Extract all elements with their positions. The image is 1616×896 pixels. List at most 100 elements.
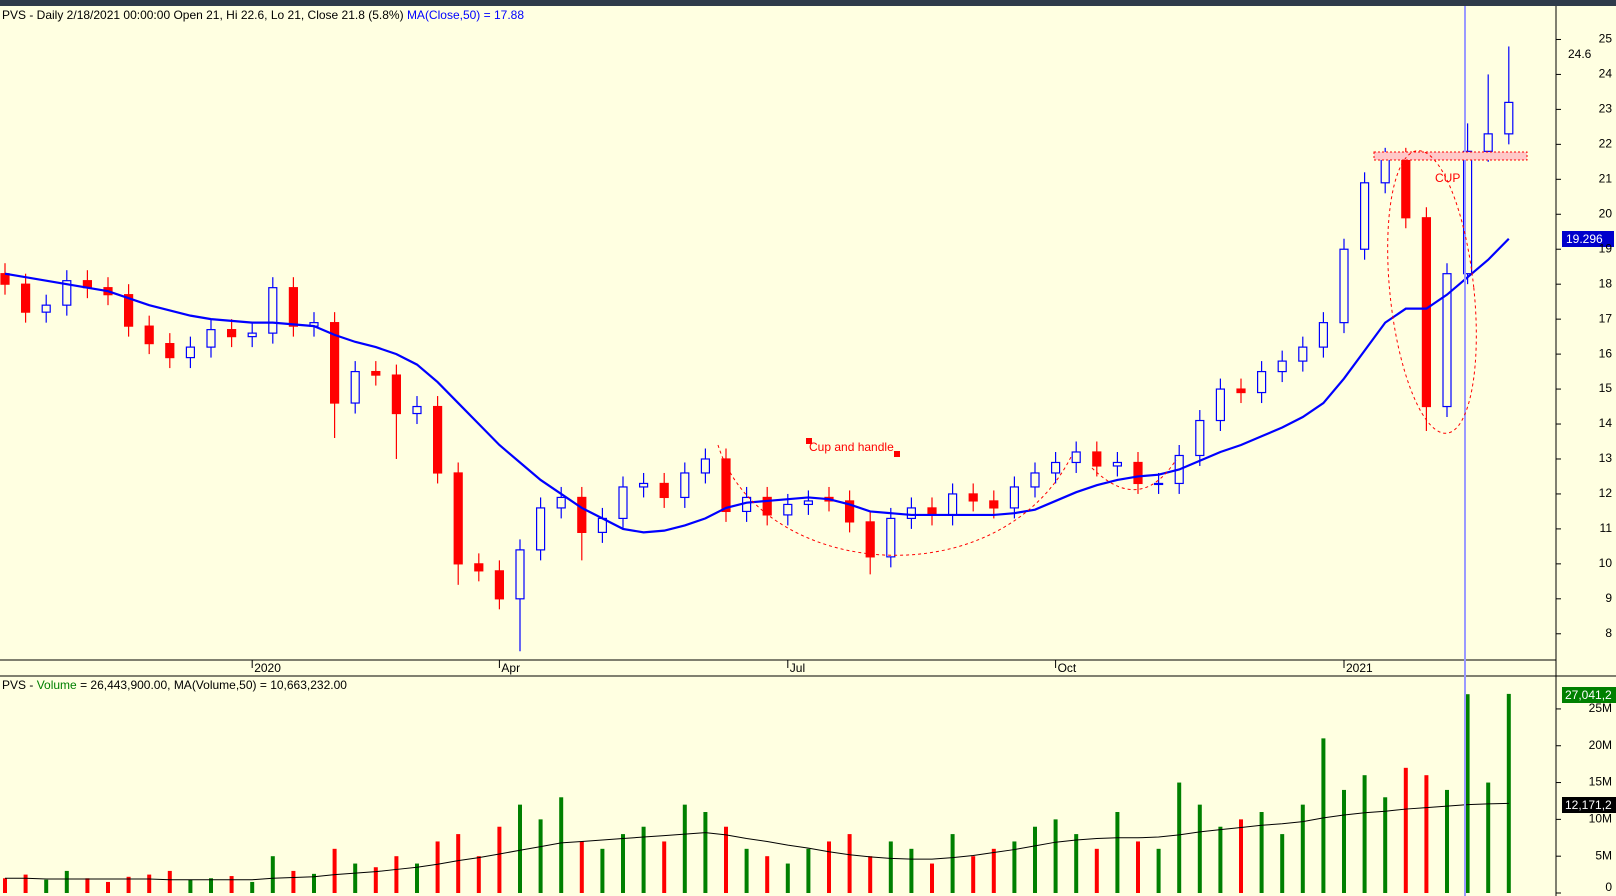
candle-body bbox=[618, 486, 628, 520]
volume-bar bbox=[167, 870, 172, 893]
volume-bar bbox=[1486, 782, 1491, 893]
candle-body bbox=[1359, 182, 1370, 250]
volume-bar bbox=[64, 870, 69, 893]
volume-bar bbox=[373, 867, 378, 893]
annotation: Cup and handle bbox=[809, 440, 894, 454]
volume-bar bbox=[44, 879, 49, 893]
candle-body bbox=[185, 346, 195, 359]
volume-bar bbox=[765, 856, 770, 893]
y-tick-label: 19 bbox=[1599, 241, 1613, 255]
y-tick-label: 15 bbox=[1599, 381, 1613, 395]
header-text: = 26,443,900.00, MA(Volume,50) = 10,663,… bbox=[80, 678, 347, 692]
y-tick-label: 23 bbox=[1599, 102, 1613, 116]
candle-body bbox=[165, 343, 175, 359]
candle-body bbox=[947, 493, 958, 516]
volume-bar bbox=[888, 841, 893, 893]
y-tick-label: 9 bbox=[1605, 591, 1612, 605]
x-tick-label: Oct bbox=[1058, 661, 1077, 675]
volume-bar bbox=[394, 856, 399, 893]
volume-bar bbox=[1012, 841, 1017, 893]
tab-bar[interactable] bbox=[0, 0, 1616, 6]
candle-body bbox=[494, 570, 504, 600]
volume-bar bbox=[1074, 834, 1079, 893]
volume-bar bbox=[147, 874, 152, 893]
volume-bar bbox=[1156, 848, 1161, 893]
candle-body bbox=[433, 405, 443, 474]
y-tick-label: 25 bbox=[1599, 32, 1613, 46]
candle-body bbox=[350, 370, 360, 404]
volume-bar bbox=[806, 848, 811, 893]
volume-bar bbox=[1321, 738, 1326, 893]
cup-curve bbox=[717, 444, 1073, 556]
volume-bar bbox=[1218, 826, 1223, 893]
volume-bar bbox=[868, 856, 873, 893]
volume-bar bbox=[270, 856, 275, 893]
last-price-label: 24.6 bbox=[1568, 47, 1592, 61]
volume-bar bbox=[682, 804, 687, 893]
volume-label-box bbox=[1562, 687, 1616, 703]
volume-bar bbox=[1280, 834, 1285, 893]
volume-bar bbox=[332, 848, 337, 893]
x-tick-label: 2021 bbox=[1346, 661, 1373, 675]
cup-ellipse bbox=[1387, 150, 1477, 434]
candle-body bbox=[1380, 157, 1390, 184]
volume-bar bbox=[209, 878, 213, 893]
y-tick-label: 17 bbox=[1599, 311, 1613, 325]
header-measure: Volume bbox=[37, 678, 77, 692]
volume-ma-label-box bbox=[1562, 797, 1616, 813]
candle-body bbox=[1009, 486, 1020, 509]
candle-body bbox=[474, 563, 484, 572]
price-header: PVS - Daily 2/18/2021 00:00:00 Open 21, … bbox=[2, 8, 524, 22]
y-tick-label: 24 bbox=[1599, 67, 1613, 81]
volume-bar bbox=[744, 848, 749, 893]
handle-curve bbox=[1091, 459, 1177, 491]
volume-bar bbox=[930, 863, 934, 893]
volume-bar bbox=[1424, 775, 1429, 893]
candle-body bbox=[1277, 360, 1287, 373]
volume-bar bbox=[538, 819, 543, 893]
candle-body bbox=[1092, 451, 1102, 467]
y-tick-label: 8 bbox=[1605, 626, 1612, 640]
y-tick-label: 22 bbox=[1599, 137, 1613, 151]
candle-body bbox=[556, 496, 566, 509]
candle-body bbox=[680, 472, 690, 499]
volume-bar bbox=[229, 876, 234, 893]
volume-bar bbox=[456, 834, 461, 893]
volume-bar bbox=[188, 879, 193, 893]
volume-bar bbox=[600, 848, 605, 893]
candle-body bbox=[268, 287, 278, 334]
candle-body bbox=[906, 507, 917, 520]
header-text: PVS - Daily 2/18/2021 00:00:00 Open 21, … bbox=[2, 8, 404, 22]
y-tick-label: 20M bbox=[1589, 738, 1612, 752]
volume-bar bbox=[291, 870, 296, 893]
y-tick-label: 20 bbox=[1599, 206, 1613, 220]
y-tick-label: 11 bbox=[1600, 521, 1613, 535]
candle-body bbox=[1236, 388, 1246, 394]
candle-body bbox=[700, 458, 711, 474]
volume-bar bbox=[1403, 767, 1408, 893]
volume-bar bbox=[415, 863, 419, 893]
candle-body bbox=[1318, 322, 1329, 348]
candle-body bbox=[1215, 388, 1226, 422]
volume-bar bbox=[662, 841, 667, 893]
candle-body bbox=[844, 500, 855, 523]
y-tick-label: 0 bbox=[1605, 880, 1612, 894]
candle-body bbox=[1256, 370, 1267, 394]
candle-body bbox=[1133, 461, 1143, 485]
y-tick-label: 5M bbox=[1595, 848, 1612, 862]
header-text: PVS - bbox=[2, 678, 33, 692]
y-tick-label: 13 bbox=[1599, 451, 1613, 465]
volume-ma-label: 12,171,2 bbox=[1565, 798, 1612, 812]
ma-label-box bbox=[1562, 231, 1614, 247]
candle-body bbox=[783, 503, 793, 516]
candle-body bbox=[1483, 133, 1493, 152]
volume-bar bbox=[1115, 812, 1120, 893]
volume-bar bbox=[497, 826, 502, 893]
candle-body bbox=[989, 500, 999, 509]
volume-bar bbox=[106, 881, 110, 893]
annotation-handle bbox=[894, 451, 900, 457]
volume-bar bbox=[950, 834, 955, 893]
candle-body bbox=[968, 493, 978, 502]
